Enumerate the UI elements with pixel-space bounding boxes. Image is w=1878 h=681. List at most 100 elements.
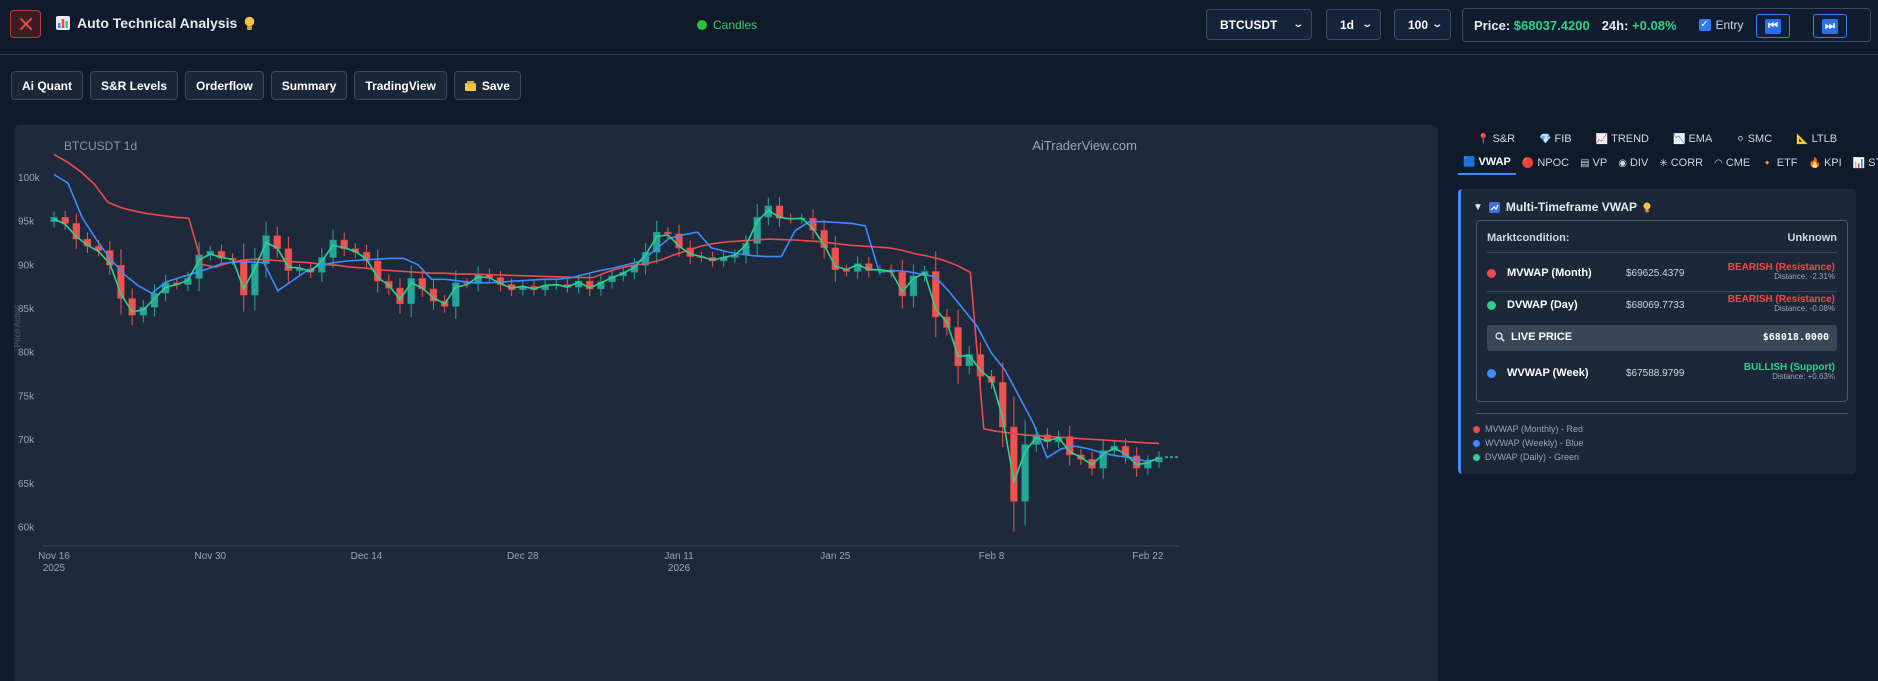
tab-fib[interactable]: 💎 FIB (1534, 127, 1577, 151)
candle-body[interactable] (72, 223, 80, 240)
vwap-legend: MVWAP (Monthly) - Red WVWAP (Weekly) - B… (1473, 422, 1583, 464)
tab-ltlb[interactable]: 📐 LTLB (1791, 127, 1842, 151)
volume-profile-icon: ▤ (1580, 157, 1590, 169)
skip-forward-icon: ⏭ (1822, 18, 1838, 34)
checkbox-checked-icon[interactable]: ✓ (1698, 19, 1711, 31)
tab-kpi[interactable]: 🔥 KPI (1804, 151, 1847, 175)
vwap-row-distance: Distance: +0.63% (1772, 372, 1835, 381)
vwap-row-monthly: MVWAP (Month) $69625.4379 BEARISH (Resis… (1487, 259, 1837, 289)
blue-dot-icon (1473, 439, 1480, 447)
tradingview-button[interactable]: TradingView (354, 71, 447, 100)
y-tick-label: 65k (18, 479, 35, 490)
tab-ema[interactable]: 📉 EMA (1668, 127, 1717, 151)
legend-item: MVWAP (Monthly) - Red (1473, 422, 1583, 436)
price-chart-panel[interactable]: 60k 65k 70k 75k 80k 85k 90k 95k 100k Nov 16 2025 No… (14, 125, 1438, 681)
sr-levels-label: S&R Levels (101, 78, 168, 93)
legend-label: DVWAP (Daily) - Green (1485, 452, 1580, 462)
chart-mode-indicator[interactable]: Candles (697, 18, 757, 32)
candle-body[interactable] (217, 251, 226, 259)
skip-forward-button[interactable]: ⏭ (1813, 14, 1847, 38)
vwap-row-name: WVWAP (Week) (1507, 367, 1589, 379)
blue-dot-icon (1487, 369, 1496, 378)
vwap-row-price: $69625.4379 (1626, 268, 1685, 279)
price-value: $68037.4200 (1513, 17, 1590, 33)
vwap-row-daily: DVWAP (Day) $68069.7733 BEARISH (Resista… (1487, 291, 1837, 321)
tab-label: VWAP (1478, 156, 1511, 168)
tab-cme[interactable]: ◠ CME (1709, 151, 1755, 175)
live-price-label: LIVE PRICE (1511, 331, 1573, 343)
candle-body[interactable] (853, 263, 862, 272)
tab-smc[interactable]: ⚪ SMC (1731, 127, 1777, 151)
magnifier-icon (1495, 332, 1505, 342)
collapse-triangle-icon[interactable]: ▼ (1473, 201, 1483, 213)
tab-vwap[interactable]: 🟦 VWAP (1458, 151, 1516, 175)
tab-label: SMC (1747, 133, 1773, 145)
vwap-row-name: MVWAP (Month) (1507, 267, 1592, 279)
y-tick-label: 70k (18, 435, 35, 446)
candle-body[interactable] (1021, 444, 1029, 502)
skip-back-button[interactable]: ⏮ (1756, 14, 1790, 38)
candle-body[interactable] (150, 293, 159, 308)
lightbulb-icon (1643, 202, 1651, 212)
candle-body[interactable] (675, 233, 683, 249)
candle-body[interactable] (809, 217, 817, 231)
tab-trend[interactable]: 📈 TREND (1591, 127, 1654, 151)
candle-body[interactable] (865, 263, 873, 271)
vwap-row-distance: Distance: -0.08% (1774, 304, 1835, 313)
sr-levels-button[interactable]: S&R Levels (90, 71, 179, 100)
vwap-icon: 🟦 (1463, 156, 1476, 168)
legend-label: MVWAP (Monthly) - Red (1485, 424, 1584, 434)
entry-toggle[interactable]: ✓ Entry (1698, 18, 1744, 32)
tab-stats[interactable]: 📊STATS (1848, 151, 1878, 175)
candle-body[interactable] (1144, 461, 1152, 469)
tradingview-label: TradingView (365, 78, 436, 93)
vwap-row-status: BEARISH (Resistance) (1727, 294, 1835, 305)
orderflow-button[interactable]: Orderflow (185, 71, 264, 100)
legend-item: WVWAP (Weekly) - Blue (1473, 436, 1583, 450)
interval-select[interactable]: 1d ⌄ (1326, 9, 1381, 40)
price-label: Price: (1474, 17, 1511, 33)
candle-body[interactable] (775, 205, 784, 219)
tab-label: LTLB (1811, 133, 1838, 145)
candle-body[interactable] (340, 239, 348, 249)
tab-div[interactable]: ◉ DIV (1613, 151, 1653, 175)
ai-quant-button[interactable]: Ai Quant (11, 71, 83, 100)
vwap-panel: ▼ Multi-Timeframe VWAP Marktcondition: U… (1458, 189, 1856, 474)
divider (1476, 413, 1848, 414)
tab-etf[interactable]: 🔸 ETF (1756, 151, 1802, 175)
vwap-panel-header[interactable]: ▼ Multi-Timeframe VWAP (1473, 200, 1651, 214)
stats-icon: 📊 (1852, 157, 1866, 169)
correlation-icon: ✳ (1659, 157, 1668, 169)
candle-body[interactable] (407, 278, 415, 305)
tab-label: KPI (1823, 157, 1842, 169)
candle-body[interactable] (117, 265, 125, 299)
tab-label: ETF (1776, 157, 1798, 169)
close-icon (19, 18, 32, 30)
limit-select[interactable]: 100 ⌄ (1394, 9, 1451, 40)
chevron-down-icon: ⌄ (1430, 19, 1443, 30)
candle-body[interactable] (251, 263, 259, 296)
interval-value: 1d (1340, 17, 1355, 32)
y-tick-label: 80k (18, 348, 35, 359)
tab-npoc[interactable]: 🔴 NPOC (1517, 151, 1574, 175)
save-button[interactable]: Save (453, 71, 521, 100)
candle-body[interactable] (1099, 450, 1107, 469)
close-button[interactable] (10, 10, 41, 38)
candle-body[interactable] (932, 271, 940, 318)
candle-body[interactable] (1043, 434, 1052, 443)
candle-body[interactable] (909, 275, 918, 297)
candle-body[interactable] (452, 282, 460, 307)
tab-sr[interactable]: 📍 S&R (1472, 127, 1520, 151)
chevron-down-icon: ⌄ (1360, 19, 1373, 30)
save-icon (464, 80, 476, 91)
candle-body[interactable] (664, 231, 672, 235)
tab-corr[interactable]: ✳ CORR (1654, 151, 1708, 175)
trend-line-icon: 📈 (1595, 133, 1609, 145)
vwap-daily-line (53, 209, 1160, 486)
candle-body[interactable] (1121, 445, 1130, 457)
summary-button[interactable]: Summary (270, 71, 348, 100)
symbol-select[interactable]: BTCUSDT ⌄ (1206, 9, 1312, 40)
tab-label: NPOC (1537, 157, 1570, 169)
tab-vp[interactable]: ▤ VP (1575, 151, 1612, 175)
